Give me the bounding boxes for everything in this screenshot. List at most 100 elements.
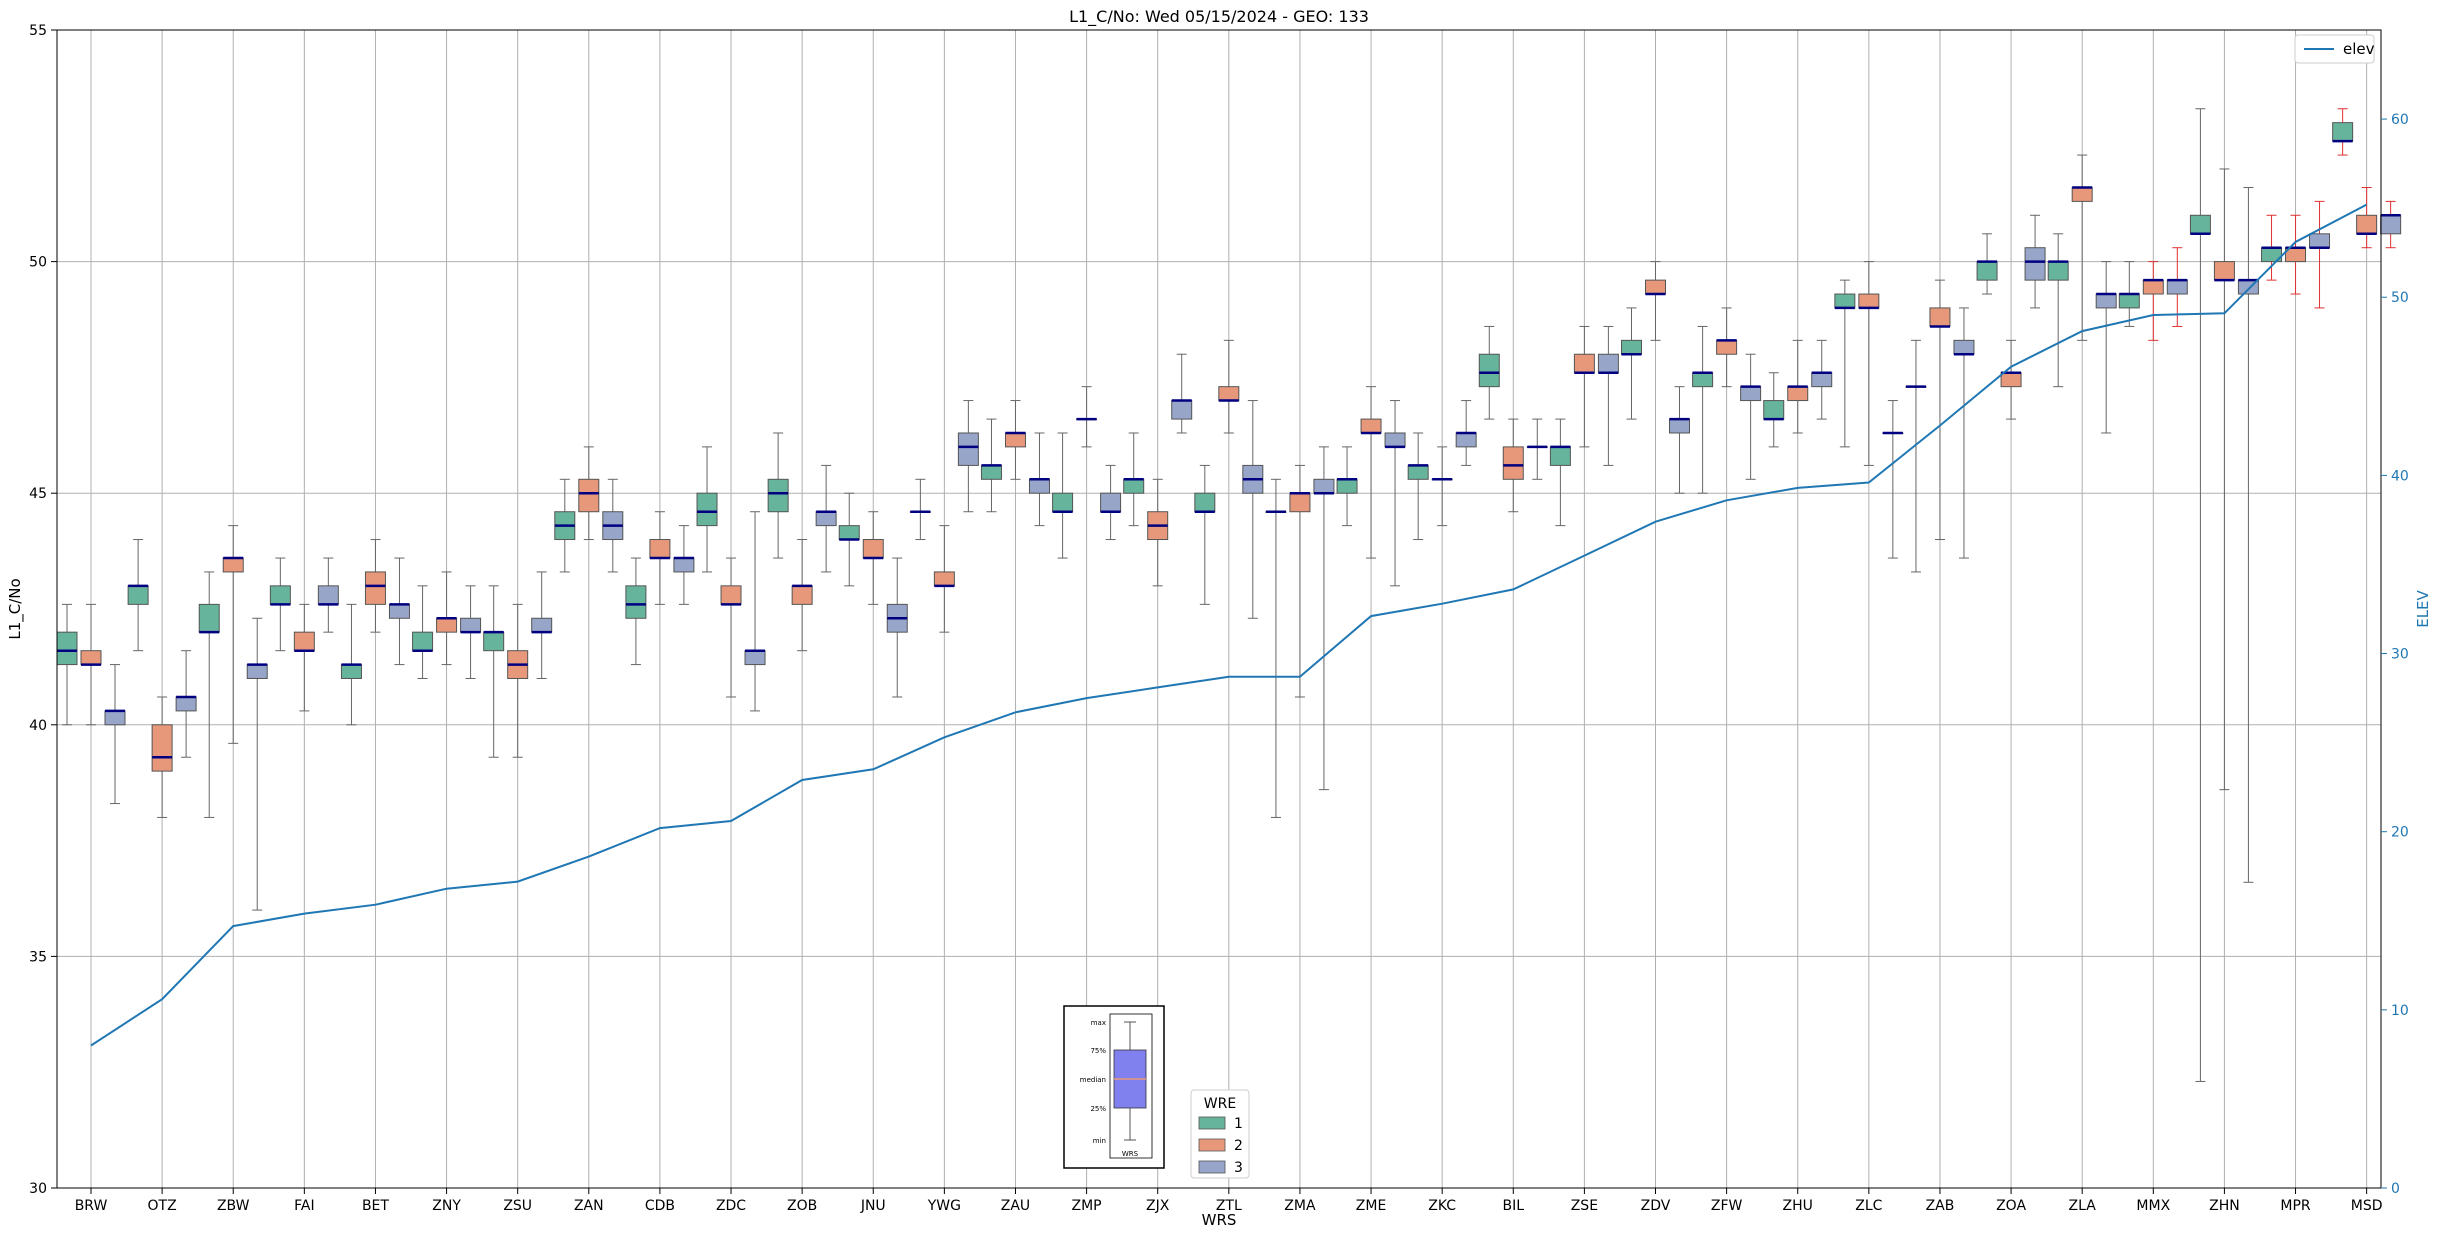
box-body [1502,446,1524,480]
box-ZSE-wre2 [1573,325,1595,448]
y2-axis: 0 10 20 30 40 50 60 [2381,112,2409,1197]
box-body [1004,432,1026,448]
box-ZLA-wre1 [2047,233,2069,388]
x-tick-label: ZAU [1001,1198,1030,1214]
box-ZNY-wre1 [412,585,434,679]
x-tick-label: ZMP [1072,1198,1102,1214]
x-tick-label: BIL [1503,1198,1525,1214]
box-MSD-wre2 [2356,186,2378,249]
box-body [364,571,386,605]
box-ZOA-wre1 [1976,233,1998,295]
box-body [1976,261,1998,281]
wre-legend-label: 3 [1234,1160,1243,1176]
box-body [2189,214,2211,235]
box-ZAB-wre3 [1953,307,1975,559]
box-body [1692,372,1714,388]
box-ZSU-wre1 [483,585,505,758]
y2-tick-label: 40 [2391,468,2409,484]
x-tick-label: ZSU [503,1198,532,1214]
box-body [80,650,102,666]
box-ZDC-wre1 [696,446,718,573]
box-body [293,631,315,652]
box-ZDV-wre1 [1621,307,1643,420]
box-body [815,511,837,527]
box-JNU-wre3 [886,557,908,698]
box-body [696,492,718,527]
box-ZMA-wre1 [1265,478,1287,818]
box-ZBW-wre3 [246,617,268,911]
box-OTZ-wre2 [151,696,173,818]
x-axis-label: WRS [1202,1211,1237,1229]
box-body [1953,339,1975,355]
x-tick-label: MMX [2136,1198,2170,1214]
box-BIL-wre2 [1502,418,1524,513]
elev-legend: elev [2294,34,2375,64]
box-ZSU-wre2 [507,603,529,758]
inset-xlabel: WRS [1122,1150,1139,1158]
elev-line [90,203,2368,1047]
box-ZAU-wre2 [1004,400,1026,480]
box-JNU-wre2 [862,511,884,605]
box-body [720,585,742,605]
box-body [412,631,434,652]
box-ZTL-wre1 [1194,464,1216,605]
y-tick-label: 35 [29,949,47,965]
wre-legend-label: 1 [1234,1116,1243,1132]
plot-frame [56,29,2382,1189]
box-body [2118,293,2140,309]
box-ZJX-wre1 [1123,432,1145,527]
box-ZDC-wre3 [744,511,766,712]
box-ZDC-wre2 [720,557,742,698]
box-body [2213,261,2235,281]
y-tick-label: 30 [29,1181,47,1197]
box-ZME-wre3 [1384,400,1406,587]
box-body [1407,464,1429,480]
box-BRW-wre2 [80,603,102,726]
box-YWG-wre1 [909,478,931,541]
y2-tick-label: 20 [2391,825,2409,841]
box-ZMP-wre3 [1100,464,1122,541]
box-ZKC-wre1 [1407,432,1429,541]
box-ZHN-wre1 [2189,108,2211,1082]
box-BIL-wre1 [1478,325,1500,420]
box-ZME-wre1 [1336,446,1358,527]
box-body [269,585,291,605]
box-ZFW-wre1 [1692,325,1714,494]
inset-label: 75% [1090,1047,1106,1055]
box-YWG-wre3 [957,400,979,513]
box-body [1621,339,1643,355]
box-body [1645,279,1667,295]
box-ZFW-wre3 [1740,353,1762,480]
box-body [2166,279,2188,295]
box-BRW-wre3 [104,664,126,805]
y2-axis-label: ELEV [2414,589,2432,627]
box-CDB-wre2 [649,511,671,605]
box-OTZ-wre1 [127,539,149,652]
box-body [1028,478,1050,494]
box-body [1218,386,1240,402]
x-tick-label: JNU [860,1198,886,1214]
box-body [104,710,126,726]
box-plots [56,108,2402,1082]
x-tick-label: ZOA [1996,1198,2026,1214]
inset-label: 25% [1090,1105,1106,1113]
inset-label: min [1093,1137,1106,1145]
box-ZNY-wre3 [460,585,482,679]
box-FAI-wre3 [317,557,339,633]
box-ZTL-wre3 [1242,400,1264,619]
box-ZAN-wre3 [602,478,624,573]
box-body [246,664,268,679]
box-body [2142,279,2164,295]
box-body [1787,386,1809,402]
box-ZHU-wre3 [1811,339,1833,420]
box-ZDV-wre3 [1669,386,1691,494]
box-body [2332,122,2354,142]
box-BET-wre1 [340,603,362,726]
box-CDB-wre1 [625,557,647,666]
box-body [531,617,553,633]
box-body [2356,214,2378,235]
x-tick-label: ZLA [2069,1198,2097,1214]
box-ZJX-wre2 [1147,478,1169,587]
box-body [957,432,979,466]
box-body [222,557,244,573]
